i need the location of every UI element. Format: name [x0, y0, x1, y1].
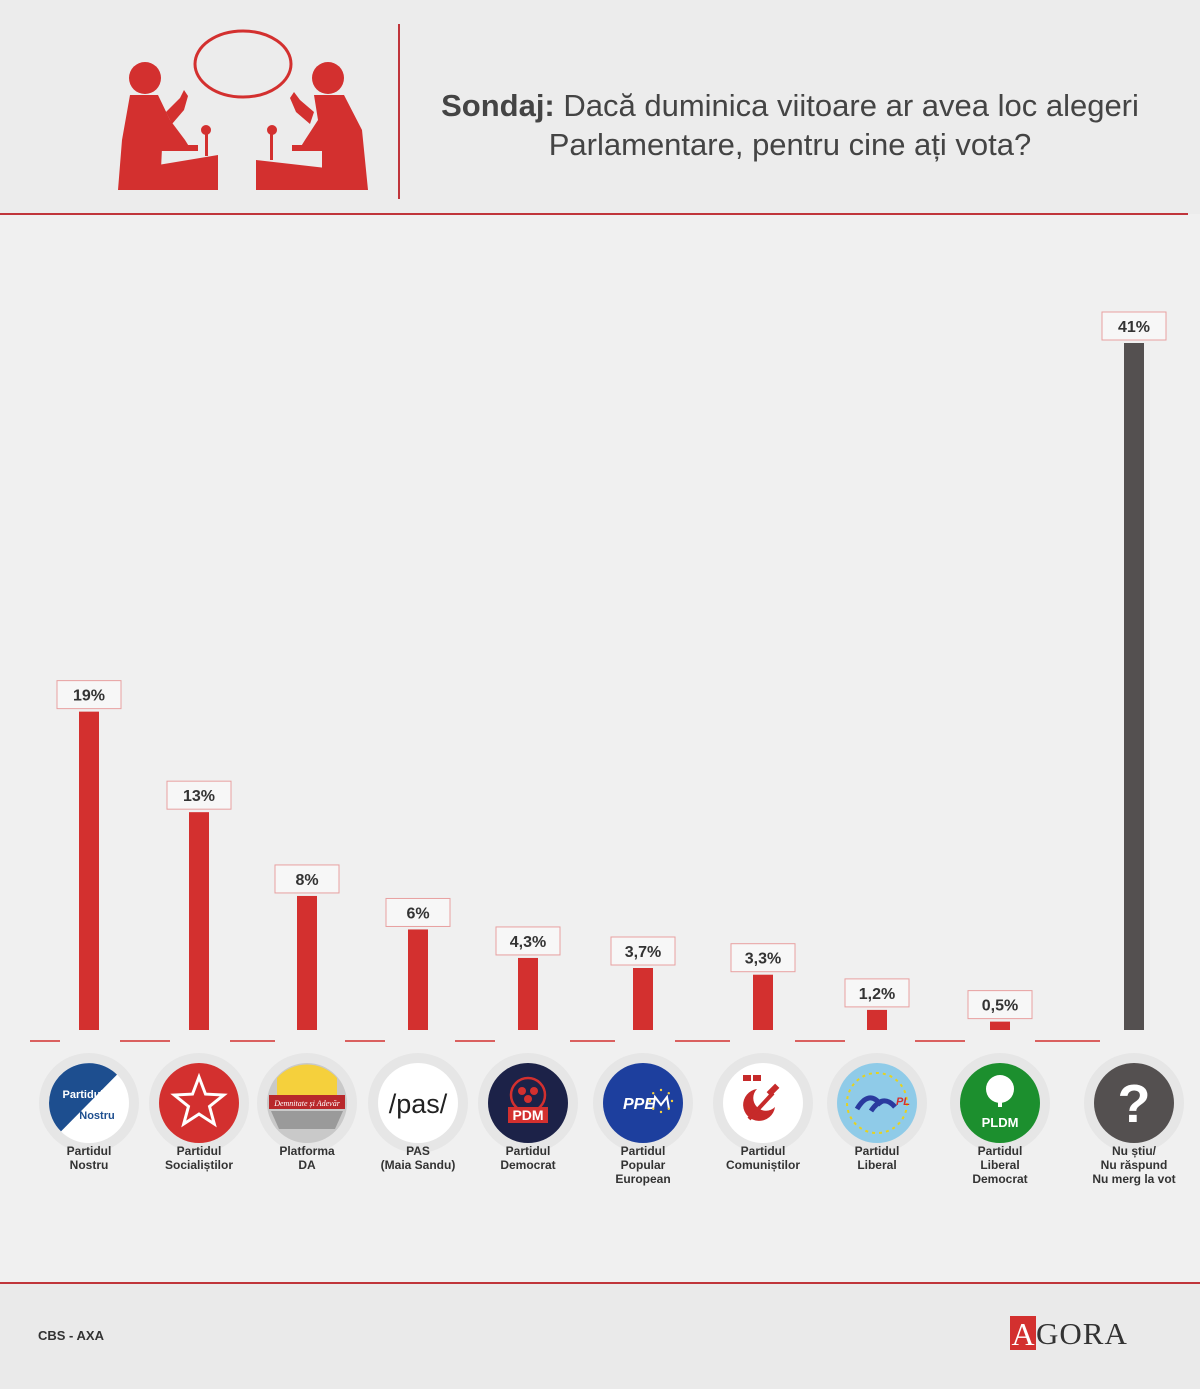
tree-icon	[986, 1075, 1014, 1103]
data-label-box	[166, 780, 232, 810]
category-label: Democrat	[972, 1172, 1027, 1186]
sickle-icon	[743, 1089, 775, 1121]
category-label: Liberal	[857, 1158, 896, 1172]
bar	[753, 974, 773, 1030]
data-label-box	[495, 926, 561, 956]
data-label: 0,5%	[982, 998, 1018, 1015]
category-label: Comuniștilor	[726, 1158, 800, 1172]
category-label: Nostru	[70, 1158, 109, 1172]
category-label: Partidul	[978, 1144, 1023, 1158]
partidul-nostru-logo: Partidul Nostru	[49, 1063, 129, 1143]
agora-logo-word: GORA	[1036, 1316, 1128, 1351]
bar	[408, 929, 428, 1030]
bar	[1124, 343, 1144, 1030]
bottom-rule	[0, 1282, 1200, 1284]
data-label-box	[844, 978, 910, 1008]
ps-star-logo	[159, 1063, 239, 1143]
pcrm-hammer-sickle-logo	[723, 1063, 803, 1143]
bar	[297, 895, 317, 1030]
category-label: Popular	[621, 1158, 666, 1172]
data-label-box	[385, 897, 451, 927]
category-label: (Maia Sandu)	[381, 1158, 456, 1172]
data-label-box	[610, 936, 676, 966]
data-label: 13%	[183, 788, 215, 805]
data-label: 3,3%	[745, 951, 781, 968]
header: Sondaj: Dacă duminica viitoare ar avea l…	[0, 0, 1200, 214]
category-label: Socialiștilor	[165, 1158, 233, 1172]
pas-logo: /pas/	[378, 1063, 458, 1143]
data-label: 1,2%	[859, 986, 895, 1003]
logo-text: PPE	[623, 1096, 656, 1113]
category-label: Partidul	[855, 1144, 900, 1158]
data-label-box	[1101, 311, 1167, 341]
data-label: 8%	[295, 872, 318, 889]
top-rule	[0, 213, 1188, 215]
data-label-box	[56, 680, 122, 710]
bar	[867, 1009, 887, 1030]
category-label: Liberal	[980, 1158, 1019, 1172]
pdm-logo: PDM	[488, 1063, 568, 1143]
question-mark-icon: ?	[1094, 1063, 1174, 1143]
category-label: Nu merg la vot	[1092, 1172, 1175, 1186]
data-label-box	[967, 990, 1033, 1020]
data-label: 4,3%	[510, 934, 546, 951]
data-label: 6%	[406, 905, 429, 922]
category-label: European	[615, 1172, 670, 1186]
logo-text: PLDM	[982, 1115, 1019, 1130]
question-mark-icon: ?	[1118, 1074, 1151, 1134]
chart-title: Sondaj: Dacă duminica viitoare ar avea l…	[420, 86, 1160, 164]
category-label: Democrat	[500, 1158, 555, 1172]
category-label: Partidul	[741, 1144, 786, 1158]
category-label: Partidul	[621, 1144, 666, 1158]
category-label: Partidul	[506, 1144, 551, 1158]
header-divider	[398, 24, 400, 199]
category-label: DA	[298, 1158, 316, 1172]
bar	[518, 957, 538, 1030]
category-label: Platforma	[279, 1144, 335, 1158]
debate-illustration	[118, 29, 368, 190]
star-icon	[170, 1072, 228, 1128]
logo-text: /pas/	[389, 1089, 448, 1119]
title-question: Dacă duminica viitoare ar avea loc alege…	[548, 88, 1139, 162]
category-label: PAS	[406, 1144, 430, 1158]
data-label: 41%	[1118, 319, 1150, 336]
logo-text: Nostru	[79, 1110, 114, 1122]
category-label: Partidul	[67, 1144, 112, 1158]
category-label: Nu răspund	[1101, 1158, 1168, 1172]
data-label-box	[730, 943, 796, 973]
hammer-icon	[747, 1091, 775, 1121]
data-label: 3,7%	[625, 944, 661, 961]
agora-logo: AGORA	[1010, 1316, 1128, 1356]
bar	[633, 968, 653, 1030]
pldm-logo: PLDM	[960, 1063, 1040, 1143]
logo-text: PDM	[512, 1107, 543, 1123]
category-label: Partidul	[177, 1144, 222, 1158]
logo-text: PL	[896, 1096, 910, 1108]
data-label-box	[274, 864, 340, 894]
category-label: Nu știu/	[1112, 1144, 1157, 1158]
agora-logo-mark: A	[1010, 1316, 1036, 1352]
data-label: 19%	[73, 688, 105, 705]
footer	[0, 1284, 1200, 1389]
bar	[189, 812, 209, 1030]
platforma-da-logo: Demnitate și Adevăr	[267, 1063, 347, 1143]
logo-text: Demnitate și Adevăr	[273, 1099, 341, 1108]
bar	[79, 711, 99, 1030]
pl-logo: PL	[837, 1063, 917, 1143]
bar	[990, 1021, 1010, 1030]
title-lead: Sondaj:	[441, 88, 555, 123]
ppem-logo: PPE	[603, 1063, 683, 1143]
logo-text: Partidul	[63, 1089, 104, 1101]
source-label: CBS - AXA	[38, 1328, 104, 1343]
